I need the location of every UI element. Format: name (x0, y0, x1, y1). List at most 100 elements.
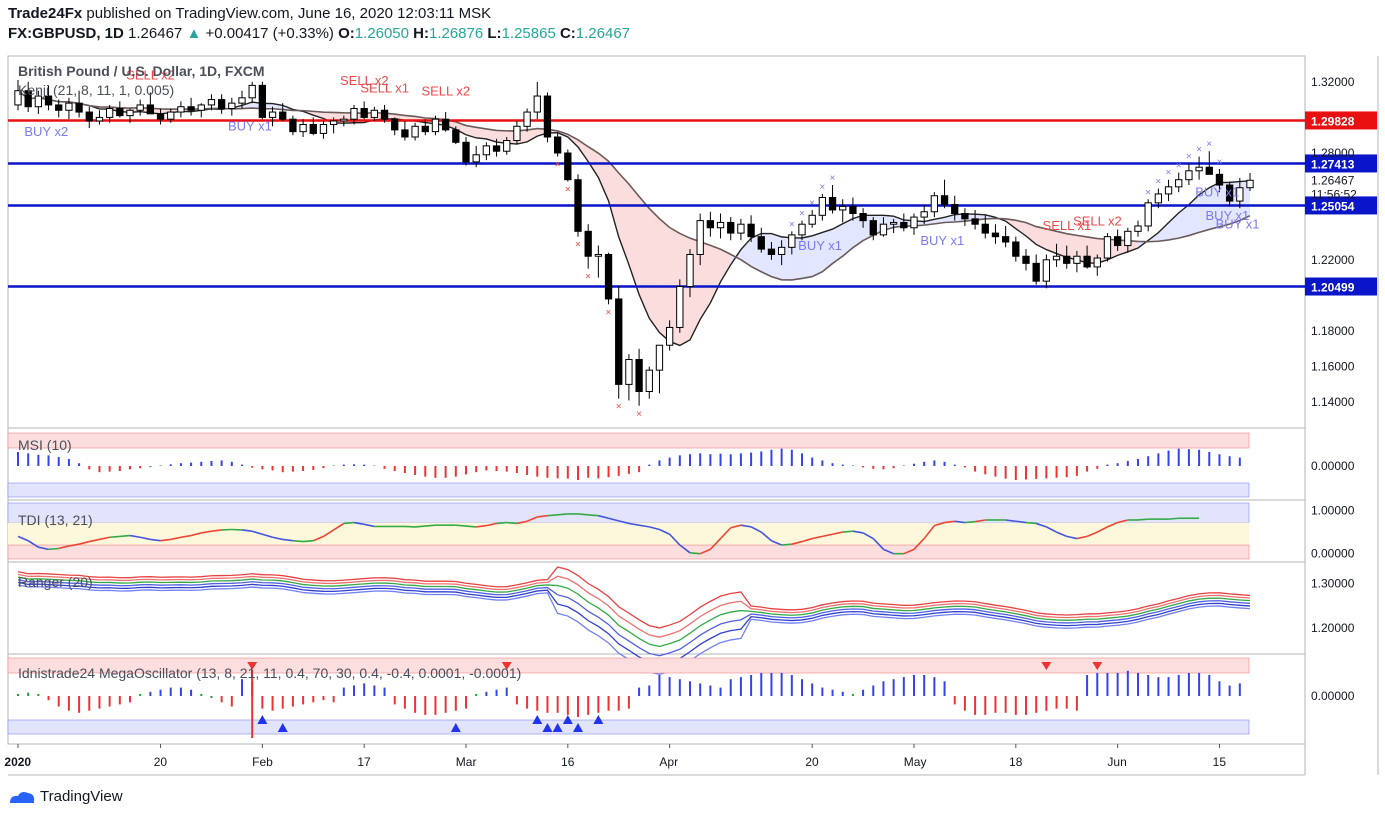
candle-body (1144, 202, 1152, 227)
tdi-line-segment (140, 536, 151, 541)
tdi-line-segment (415, 525, 426, 528)
tdi-line-segment (812, 535, 823, 540)
tdi-line-segment (343, 521, 355, 525)
candle-body (951, 204, 959, 215)
tdi-line-segment (1056, 531, 1068, 538)
kenji-cloud-segment (1026, 222, 1037, 245)
signal-label: SELL x2 (421, 84, 470, 99)
candle-body (1154, 193, 1163, 204)
tdi-line-segment (150, 538, 161, 542)
candle-body (930, 195, 939, 213)
candle-body (207, 99, 216, 106)
candle-body (696, 220, 704, 255)
ranger-title: Ranger (20) (18, 574, 93, 590)
tdi-line-segment (801, 537, 813, 543)
kenji-cloud-segment (771, 233, 782, 280)
ohlc-line: FX:GBPUSD, 1D 1.26467 ▲ +0.00417 (+0.33%… (8, 25, 630, 42)
mega-down-triangle (1092, 662, 1103, 670)
tdi-line-segment (598, 514, 609, 520)
kenji-cloud-segment (588, 146, 599, 178)
price-tick-label: 1.16000 (1311, 360, 1355, 374)
candle-body (676, 286, 684, 328)
candle-body (167, 111, 175, 120)
ranger-line (17, 576, 1251, 648)
time-tick-label: May (904, 755, 927, 769)
candle-body (961, 213, 969, 220)
tdi-line-segment (679, 544, 691, 554)
tdi-line-segment (832, 531, 843, 536)
up-arrow-icon: ▲ (186, 25, 202, 42)
mega-down-triangle (1041, 662, 1052, 670)
tdi-line-segment (476, 524, 487, 528)
level-price-tag (1305, 196, 1377, 215)
time-tick-label: 15 (1213, 755, 1227, 769)
tdi-line-segment (709, 538, 722, 550)
time-tick-label: 17 (357, 755, 371, 769)
kenji-cloud-segment (466, 125, 477, 138)
candle-body (177, 106, 185, 113)
mega-up-triangle (593, 715, 604, 724)
candle-body (1063, 255, 1071, 264)
mega-up-triangle (450, 723, 461, 732)
candle-body (1134, 225, 1142, 232)
tdi-line-segment (109, 535, 120, 539)
tdi-line-segment (48, 547, 59, 551)
tdi-line-segment (557, 513, 568, 516)
buy-cross-marker: × (1145, 187, 1151, 198)
level-price-tag (1305, 111, 1377, 130)
candle-body (615, 298, 623, 385)
candle-body (1001, 236, 1010, 243)
signal-label: SELL x1 (360, 81, 409, 96)
main-title: British Pound / U.S. Dollar, 1D, FXCM (18, 63, 265, 79)
candle-body (686, 253, 694, 288)
time-tick-label: 16 (561, 755, 575, 769)
tdi-line-segment (1096, 526, 1108, 533)
tradingview-logo[interactable]: TradingView (8, 788, 123, 805)
tdi-line-segment (1107, 521, 1118, 528)
mega-down-triangle (247, 662, 258, 670)
candle-body (727, 221, 735, 234)
candle-body (849, 205, 857, 215)
candle-body (594, 253, 603, 257)
high-value: 1.26876 (428, 25, 484, 42)
kenji-cloud-segment (822, 229, 833, 272)
tradingview-cloud-icon (10, 791, 35, 803)
candle-body (1052, 255, 1061, 261)
candle-body (238, 97, 246, 104)
candle-body (370, 109, 379, 118)
msi-title: MSI (10) (18, 437, 72, 453)
candle-body (95, 116, 104, 122)
price-tick-label: 1.18000 (1311, 324, 1355, 338)
candle-body (350, 108, 358, 120)
publisher-line: Trade24Fx published on TradingView.com, … (8, 5, 491, 22)
tdi-line-segment (719, 527, 732, 540)
high-label: H: (413, 25, 429, 42)
tdi-line-segment (1005, 519, 1016, 523)
tdi-line-segment (425, 524, 436, 527)
kenji-cloud-segment (1066, 233, 1077, 260)
kenji-cloud-segment (242, 102, 253, 109)
tdi-line-segment (822, 533, 833, 538)
tdi-line-segment (618, 520, 630, 525)
msi-tick: 0.00000 (1311, 459, 1355, 473)
tdi-line-segment (862, 532, 874, 540)
tdi-line-segment (201, 530, 212, 534)
candle-body (156, 113, 165, 120)
candle-body (1236, 187, 1244, 202)
candle-body (146, 104, 155, 115)
tdi-line-segment (455, 524, 467, 527)
candle-body (584, 230, 592, 257)
candle-body (340, 118, 348, 122)
candle-body (482, 145, 491, 156)
candle-body (706, 220, 715, 229)
tdi-line-segment (944, 520, 955, 524)
candle-body (757, 236, 765, 250)
candle-body (645, 369, 653, 393)
buy-cross-marker: × (819, 182, 825, 193)
candle-body (1073, 255, 1081, 264)
candle-body (248, 84, 256, 99)
candle-body (523, 111, 531, 127)
tdi-line-segment (669, 533, 681, 546)
candle-body (940, 195, 949, 206)
